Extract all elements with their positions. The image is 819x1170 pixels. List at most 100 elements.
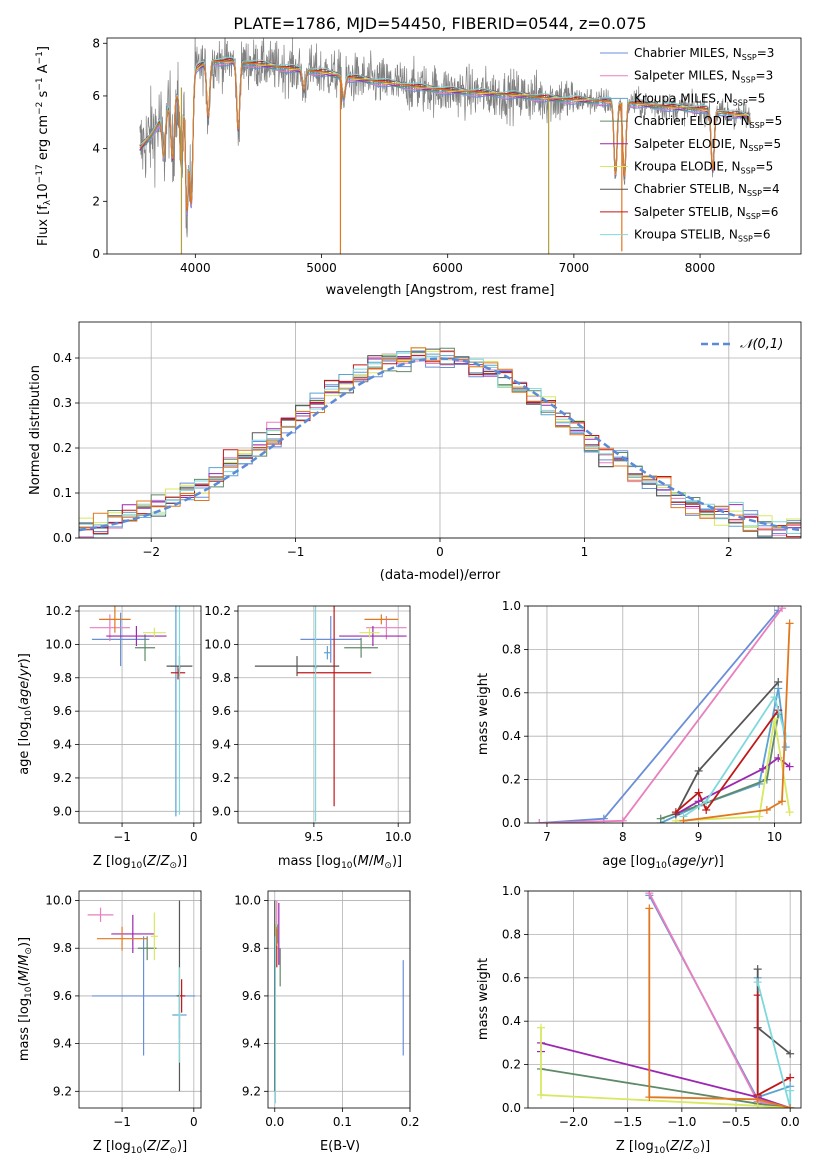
y-tick-label: 9.2 [53, 1084, 72, 1098]
age-vs-mass-x-label: mass [log10(M/M⊙)] [278, 854, 402, 871]
y-tick-label: 0.1 [53, 486, 72, 500]
weight-series-line [648, 908, 791, 1108]
x-tick-label: 9 [695, 830, 703, 844]
y-tick-label: 8 [92, 36, 100, 50]
y-tick-label: 0 [92, 247, 100, 261]
y-tick-label: 0.8 [502, 927, 521, 941]
x-tick-label: 0 [190, 1115, 198, 1129]
y-tick-label: 10.0 [45, 894, 72, 908]
y-tick-label: 0.0 [502, 816, 521, 830]
legend-count: =5 [748, 91, 766, 105]
y-tick-label: 0.4 [502, 729, 521, 743]
residuals-legend: 𝒩(0,1) [701, 337, 783, 352]
legend-label: Salpeter MILES, NSSP=3 [634, 69, 773, 85]
x-tick-label: 5000 [306, 261, 337, 275]
spectrum-y-label: Flux [fλ10−17 erg cm−2 s−1 A−1] [35, 46, 53, 246]
mass-vs-reddening-panel: 0.0 0.1 0.2 9.2 9.4 9.6 9.8 10.0 E(B-V) [234, 890, 420, 1154]
weight-series-line [682, 694, 787, 818]
weight-series-line [756, 981, 792, 1108]
figure-title: PLATE=1786, MJD=54450, FIBERID=0544, z=0… [233, 14, 646, 33]
y-tick-label: 9.8 [53, 941, 72, 955]
y-tick-label: 9.2 [212, 771, 231, 785]
legend-label: Chabrier STELIB, NSSP=4 [634, 182, 780, 198]
x-tick-label: 8000 [685, 261, 716, 275]
error-bars [274, 900, 404, 1104]
histogram-step [79, 347, 801, 531]
axes-frame [78, 605, 202, 824]
legend-n-symbol: N [737, 205, 746, 219]
legend-n-symbol: N [732, 160, 741, 174]
legend-n-symbol: N [733, 46, 742, 60]
y-tick-label: 10.2 [204, 604, 231, 618]
y-tick-label: 0.2 [502, 1058, 521, 1072]
y-tick-label: 2 [92, 194, 100, 208]
massweight-vs-metallicity-y-label: mass weight [476, 958, 491, 1040]
legend-label: Kroupa ELODIE, NSSP=5 [634, 160, 773, 176]
y-tick-label: 9.6 [53, 704, 72, 718]
weight-series-line [683, 623, 791, 822]
y-tick-label: 10.2 [45, 604, 72, 618]
legend-count: =6 [761, 205, 779, 219]
axes-frame [106, 37, 802, 255]
legend-subscript: SSP [741, 167, 756, 176]
legend-label: Salpeter ELODIE, NSSP=5 [634, 137, 781, 153]
age-vs-mass-plot-area: 9.5 10.0 9.0 9.2 9.4 9.6 9.8 10.0 10.2 [204, 604, 411, 844]
age-vs-metallicity-x-label: Z [log10(Z/Z⊙)] [93, 854, 187, 871]
legend-subscript: SSP [747, 189, 762, 198]
y-tick-label: 9.0 [212, 804, 231, 818]
legend-count: =6 [753, 228, 771, 242]
residuals-y-label: Normed distribution [28, 365, 43, 495]
legend-subscript: SSP [742, 53, 757, 62]
y-tick-label: 0.6 [502, 686, 521, 700]
y-tick-label: 0.0 [502, 1101, 521, 1115]
spectrum-legend: Chabrier MILES, NSSP=3 Salpeter MILES, NS… [600, 46, 782, 244]
legend-count: =4 [762, 182, 780, 196]
y-tick-label: 9.2 [242, 1084, 261, 1098]
legend-label: Salpeter STELIB, NSSP=6 [634, 205, 778, 221]
x-tick-label: 6000 [432, 261, 463, 275]
legend-count: =3 [757, 46, 775, 60]
axes-frame [267, 890, 411, 1109]
massweight-vs-age-panel: 7 8 9 10 0.0 0.2 0.4 0.6 0.8 1.0 age [log10(age/y… [476, 599, 802, 871]
weight-series-line [675, 718, 791, 822]
y-tick-label: 0.4 [502, 1014, 521, 1028]
legend-count: =5 [765, 114, 783, 128]
legend-count: =3 [756, 69, 774, 83]
y-tick-label: 9.8 [53, 671, 72, 685]
legend-n-symbol: N [741, 114, 750, 128]
legend-n-symbol: N [738, 182, 747, 196]
y-tick-label: 9.6 [242, 989, 261, 1003]
y-tick-label: 9.0 [53, 804, 72, 818]
spectrum-plot-area: 4000 5000 6000 7000 8000 0 2 4 6 8 [92, 36, 802, 275]
legend-subscript: SSP [748, 144, 763, 153]
axes-frame [78, 321, 802, 539]
mass-vs-metallicity-y-label: mass [log10(M/M⊙)] [17, 937, 34, 1061]
weight-series-line [539, 607, 783, 823]
x-tick-label: −1 [113, 1115, 131, 1129]
y-tick-label: 1.0 [502, 884, 521, 898]
legend-subscript: SSP [746, 212, 761, 221]
age-vs-metallicity-plot-area: −1 0 9.0 9.2 9.4 9.6 9.8 10.0 10.2 [45, 604, 202, 844]
normal-curve-legend-label: 𝒩(0,1) [740, 337, 783, 352]
error-bars [254, 606, 407, 822]
mass-vs-metallicity-plot-area: −1 0 9.2 9.4 9.6 9.8 10.0 [45, 890, 202, 1129]
legend-subscript: SSP [733, 98, 748, 107]
weight-series-line [539, 609, 779, 823]
spectrum-x-label: wavelength [Angstrom, rest frame] [326, 283, 555, 298]
age-vs-metallicity-panel: −1 0 9.0 9.2 9.4 9.6 9.8 10.0 10.2 Z [log10(Z/Z⊙… [17, 604, 202, 871]
mass-vs-metallicity-panel: −1 0 9.2 9.4 9.6 9.8 10.0 Z [log10(Z/Z⊙)] mass… [17, 890, 202, 1156]
x-tick-label: 0 [436, 545, 444, 559]
x-tick-label: −1 [287, 545, 305, 559]
y-tick-label: 0.2 [53, 441, 72, 455]
residuals-x-label: (data-model)/error [380, 568, 501, 583]
axes-frame [78, 890, 202, 1109]
y-tick-label: 9.4 [53, 1037, 72, 1051]
legend-subscript: SSP [741, 76, 756, 85]
x-tick-label: 2 [725, 545, 733, 559]
legend-label: Chabrier ELODIE, NSSP=5 [634, 114, 782, 130]
x-tick-label: 10 [767, 830, 782, 844]
mass-vs-metallicity-x-label: Z [log10(Z/Z⊙)] [93, 1139, 187, 1156]
age-vs-mass-panel: 9.5 10.0 9.0 9.2 9.4 9.6 9.8 10.0 10.2 mass [log… [204, 604, 411, 871]
legend-subscript: SSP [750, 121, 765, 130]
spectrum-panel: 4000 5000 6000 7000 8000 0 2 4 6 8 wavelength [An… [35, 36, 802, 298]
